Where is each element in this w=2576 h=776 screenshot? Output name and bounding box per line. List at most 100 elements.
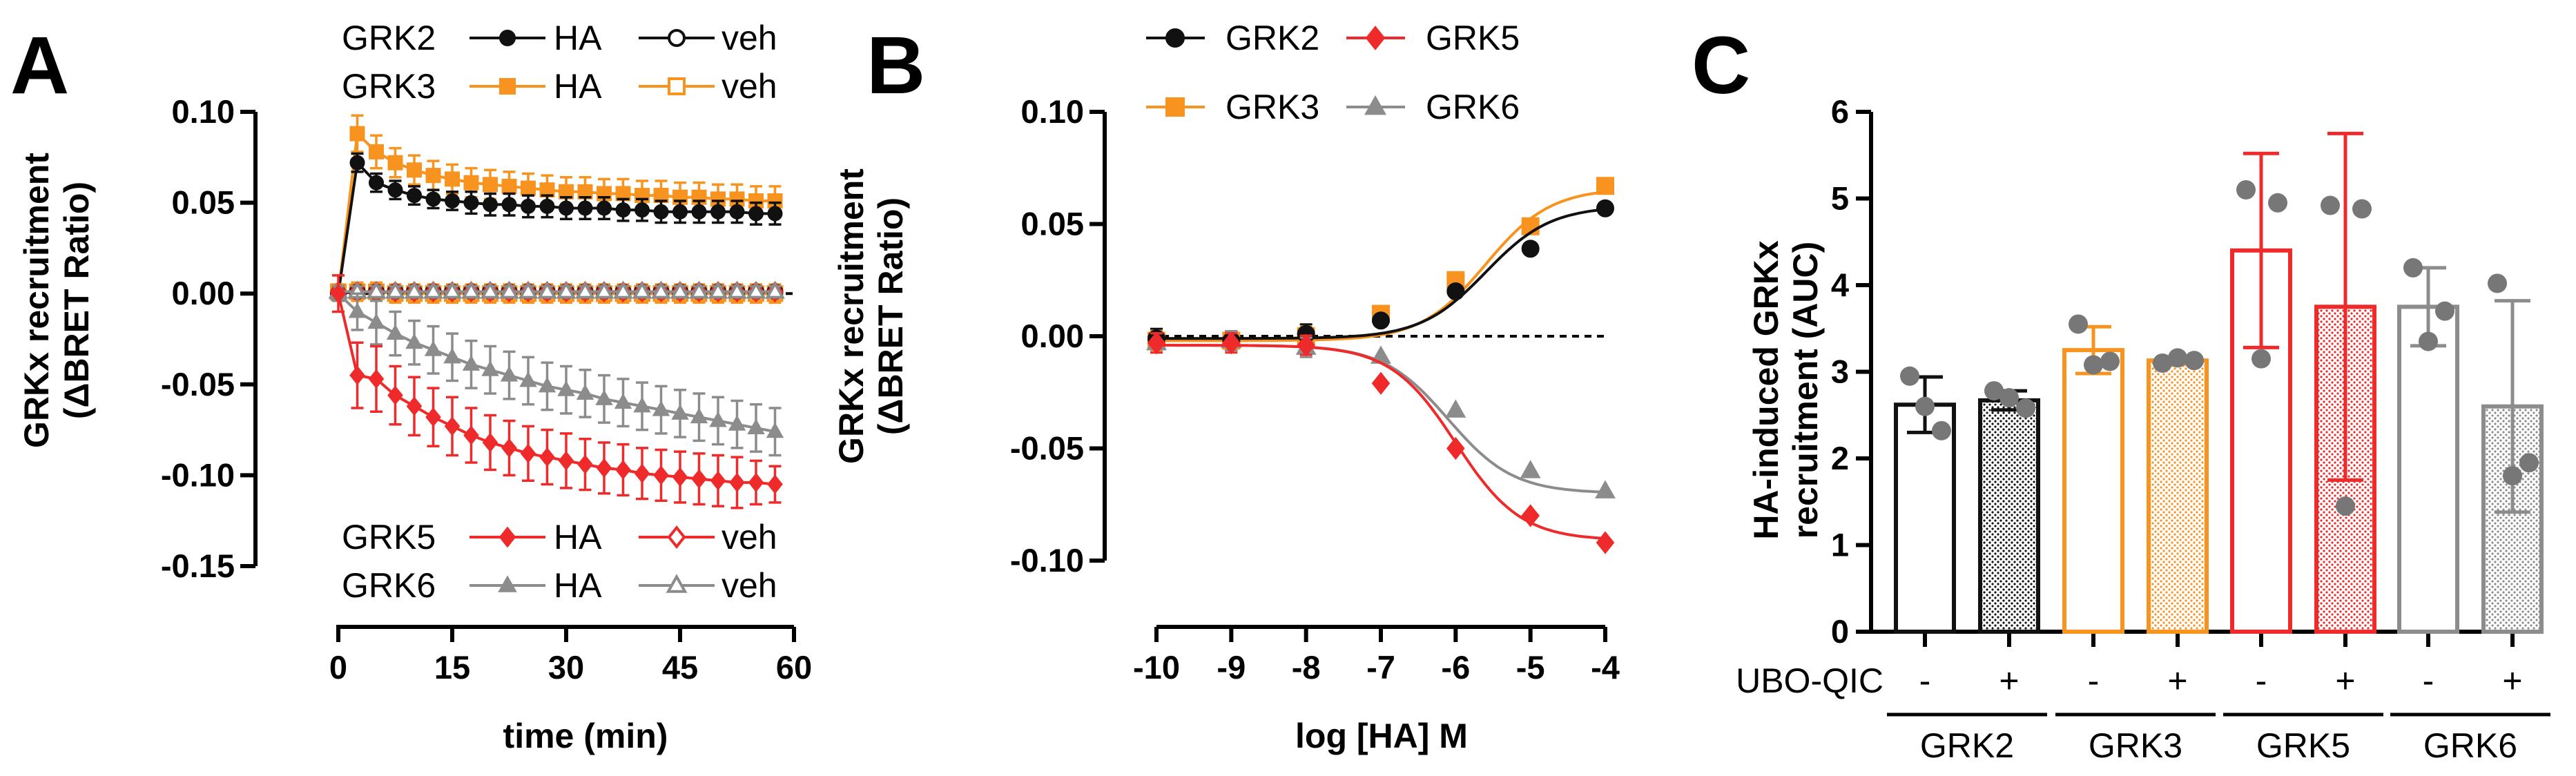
data-point	[404, 280, 425, 299]
data-point	[387, 385, 403, 405]
series-line	[337, 130, 775, 294]
bar-grk2-plus	[1978, 381, 2040, 634]
data-point	[2268, 193, 2287, 213]
data-point	[653, 204, 669, 220]
legend-marker	[498, 526, 516, 548]
data-point	[653, 465, 669, 485]
panel-b-ylabel-line1: GRKx recruitment	[832, 168, 871, 464]
y-tick-label: 0.05	[1021, 206, 1084, 242]
series-grk2	[1147, 199, 1614, 351]
data-point	[482, 432, 498, 453]
data-point	[1984, 381, 2004, 401]
data-point	[463, 425, 479, 445]
data-point	[425, 407, 441, 427]
treatment-sign: -	[2256, 661, 2267, 700]
data-point	[2084, 355, 2103, 375]
y-tick-label: -0.05	[1010, 430, 1084, 467]
panel-c-data	[1894, 131, 2544, 634]
legend-grk2: GRK2	[342, 19, 436, 57]
data-point	[729, 204, 745, 220]
bar	[1978, 398, 2040, 634]
data-point	[746, 280, 766, 299]
panel-a-data	[328, 114, 785, 510]
data-point	[424, 340, 443, 356]
data-point	[387, 182, 403, 198]
treatment-sign: -	[2423, 661, 2434, 700]
y-tick-label: 0.10	[172, 93, 235, 130]
data-point	[481, 360, 499, 376]
data-point	[385, 280, 405, 299]
data-point	[1900, 366, 1919, 386]
series-grk6	[1146, 329, 1616, 498]
panel-c: C HA-induced GRKx recruitment (AUC) UBO-…	[1692, 20, 2550, 765]
panel-c-treatment-label: UBO-QIC	[1736, 661, 1883, 700]
data-point	[2069, 314, 2088, 334]
data-point	[2236, 180, 2256, 200]
legend-marker	[1364, 95, 1387, 115]
data-point	[483, 177, 498, 193]
y-tick-label: -0.05	[161, 366, 235, 402]
data-point	[1596, 177, 1614, 195]
data-point	[1297, 333, 1315, 357]
data-point	[766, 422, 784, 438]
legend-grk5: GRK5	[342, 518, 436, 556]
data-point	[765, 280, 785, 299]
legend-marker	[498, 575, 517, 592]
panel-b-axes: 0.10 0.05 0.00 -0.05 -0.10 -10 -9 -8 -7 -6 -5 -4	[1010, 93, 1620, 686]
data-point	[368, 369, 385, 389]
panel-c-ylabel-line1: HA-induced GRKx	[1747, 240, 1785, 540]
data-point	[442, 280, 463, 299]
data-point	[538, 376, 556, 393]
data-point	[1446, 282, 1465, 300]
y-tick-label: 0.10	[1021, 93, 1084, 130]
y-tick-label: 4	[1831, 266, 1849, 303]
data-point	[767, 474, 783, 494]
data-point	[369, 175, 384, 191]
data-point	[443, 347, 461, 364]
data-point	[501, 197, 517, 213]
legend-grk2: GRK2	[1226, 19, 1319, 57]
data-point	[444, 416, 461, 436]
data-point	[767, 206, 783, 222]
data-point	[499, 280, 519, 299]
data-point	[1147, 331, 1166, 355]
data-point	[2403, 258, 2423, 278]
legend-grk6: GRK6	[1426, 88, 1520, 126]
x-tick-label: 60	[776, 649, 812, 686]
series-grk6-veh	[328, 280, 785, 299]
data-point	[651, 280, 671, 299]
y-tick-label: 0.00	[172, 275, 235, 311]
legend-marker	[668, 77, 686, 95]
data-point	[1372, 311, 1390, 330]
data-point	[577, 200, 593, 216]
data-point	[405, 333, 423, 349]
data-point	[349, 155, 365, 171]
data-point	[461, 280, 481, 299]
panel-a-ylabel-line1: GRKx recruitment	[17, 153, 56, 448]
data-point	[425, 191, 441, 207]
group-label-grk2: GRK2	[1920, 726, 2014, 765]
y-tick-label: 0.00	[1021, 318, 1084, 354]
panel-b-xlabel: log [HA] M	[1295, 717, 1468, 755]
x-tick-label: 45	[662, 649, 698, 686]
x-tick-label: -9	[1217, 649, 1246, 686]
data-point	[521, 180, 536, 196]
data-point	[576, 384, 594, 400]
data-point	[577, 454, 593, 474]
data-point	[1371, 371, 1391, 395]
bar-grk6-plus	[2481, 273, 2544, 634]
data-point	[1521, 504, 1540, 527]
data-point	[729, 472, 745, 493]
bar-grk5-plus	[2314, 131, 2376, 634]
data-point	[423, 280, 443, 299]
series-line	[337, 159, 775, 294]
legend-veh-label: veh	[722, 67, 777, 106]
panel-b-letter: B	[866, 20, 925, 111]
treatment-sign: -	[1919, 661, 1931, 700]
data-point	[1596, 531, 1615, 554]
data-point	[2153, 353, 2172, 373]
group-label-grk5: GRK5	[2256, 726, 2350, 765]
treatment-sign: -	[2088, 661, 2100, 700]
fit-curve	[1156, 344, 1606, 494]
data-point	[633, 396, 651, 413]
